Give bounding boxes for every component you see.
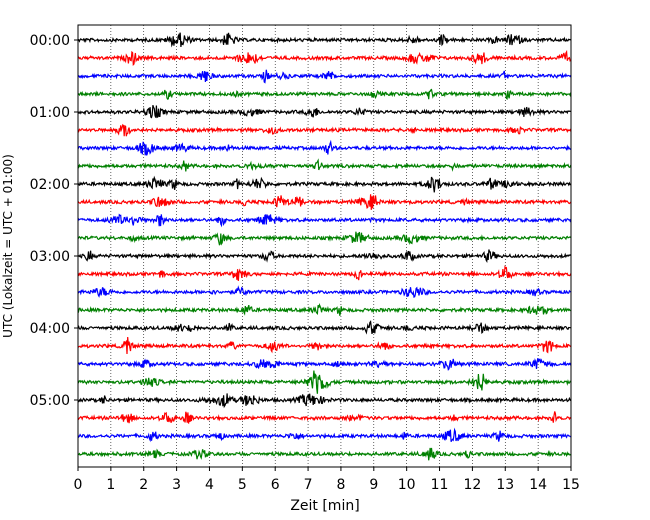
- trace-10: [77, 213, 572, 228]
- trace-11: [77, 231, 572, 246]
- y-tick-label-00:00: 00:00: [30, 33, 70, 49]
- x-tick-label-10: 10: [398, 477, 416, 493]
- x-tick-label-15: 15: [562, 477, 580, 493]
- x-tick-label-6: 6: [271, 477, 280, 493]
- trace-20: [77, 393, 572, 409]
- trace-21: [77, 411, 572, 424]
- seismic-traces: [77, 32, 572, 461]
- x-axis-label: Zeit [min]: [290, 498, 359, 514]
- y-axis-label: UTC (Lokalzeit = UTC + 01:00): [1, 154, 15, 338]
- trace-17: [77, 336, 572, 355]
- y-tick-label-03:00: 03:00: [30, 249, 70, 265]
- trace-7: [77, 158, 572, 172]
- x-tick-label-7: 7: [304, 477, 313, 493]
- x-tick-label-13: 13: [496, 477, 514, 493]
- x-tick-label-9: 9: [369, 477, 378, 493]
- x-tick-label-14: 14: [529, 477, 547, 493]
- x-tick-label-5: 5: [238, 477, 247, 493]
- y-tick-label-05:00: 05:00: [30, 393, 70, 409]
- y-tick-label-01:00: 01:00: [30, 105, 70, 121]
- trace-2: [77, 69, 572, 84]
- trace-4: [77, 104, 571, 119]
- x-tick-label-0: 0: [74, 477, 83, 493]
- trace-5: [77, 123, 572, 137]
- x-tick-label-12: 12: [463, 477, 481, 493]
- trace-16: [77, 320, 571, 335]
- trace-8: [77, 175, 572, 193]
- x-tick-label-1: 1: [106, 477, 115, 493]
- x-axis-ticks: 0 1 2 3 4 5 6 7 8 9 10 11 12 13 14 15: [74, 467, 580, 493]
- trace-19: [77, 370, 572, 394]
- y-tick-label-02:00: 02:00: [30, 177, 70, 193]
- trace-3: [77, 88, 572, 101]
- x-tick-label-2: 2: [139, 477, 148, 493]
- x-tick-label-8: 8: [336, 477, 345, 493]
- x-tick-label-4: 4: [205, 477, 214, 493]
- plot-frame: [77, 24, 572, 468]
- trace-6: [77, 139, 572, 156]
- y-tick-label-04:00: 04:00: [30, 321, 70, 337]
- x-tick-label-3: 3: [172, 477, 181, 493]
- y-axis-ticks: 00:00 01:00 02:00 03:00 04:00 05:00: [30, 33, 78, 409]
- trace-12: [77, 249, 572, 263]
- trace-1: [77, 49, 572, 67]
- trace-18: [77, 357, 572, 371]
- trace-13: [77, 264, 572, 281]
- x-tick-label-11: 11: [431, 477, 449, 493]
- trace-0: [77, 32, 572, 48]
- trace-23: [77, 447, 572, 461]
- trace-14: [77, 285, 571, 299]
- trace-22: [77, 427, 572, 443]
- trace-15: [77, 303, 571, 316]
- trace-9: [77, 194, 572, 210]
